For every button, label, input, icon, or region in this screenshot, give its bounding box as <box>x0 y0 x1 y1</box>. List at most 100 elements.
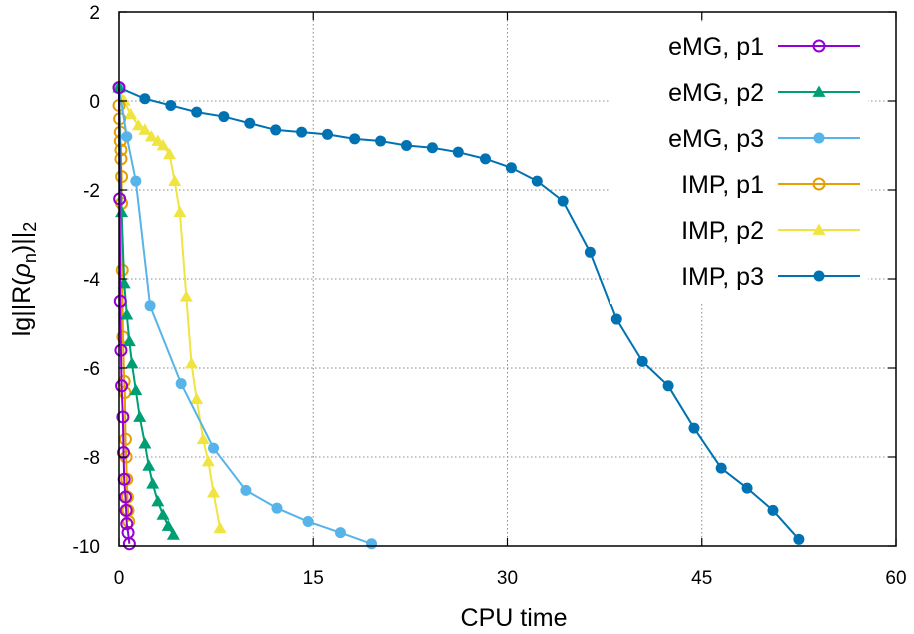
data-point <box>144 130 158 142</box>
legend-label: IMP, p3 <box>681 263 764 291</box>
data-point <box>366 538 378 550</box>
y-axis-label-sub-n: n <box>20 253 40 263</box>
data-point <box>185 357 199 369</box>
y-axis-label-close: )|| <box>8 232 36 253</box>
data-point <box>144 300 156 312</box>
data-point <box>165 99 177 111</box>
data-point <box>190 392 204 405</box>
series-6 <box>113 82 805 545</box>
legend-item: IMP, p2 <box>681 217 860 245</box>
grid <box>119 12 896 546</box>
data-point <box>452 146 464 158</box>
data-point <box>213 521 227 534</box>
data-point <box>122 537 136 551</box>
series-line <box>118 87 131 544</box>
legend-item: eMG, p3 <box>668 125 860 153</box>
data-point <box>610 313 622 325</box>
legend-marker <box>813 132 825 144</box>
y-tick-label: -6 <box>83 359 100 380</box>
data-point <box>321 128 333 140</box>
y-tick-label: -8 <box>83 448 100 469</box>
data-point <box>125 357 139 369</box>
legend: eMG, p1 eMG, p2 eMG, p3 IMP, p1 IMP, p2 IMP, … <box>610 24 868 304</box>
legend-item: eMG, p2 <box>668 79 860 107</box>
legend-marker <box>812 223 826 235</box>
legend-item: IMP, p1 <box>681 171 860 199</box>
data-point <box>121 131 133 143</box>
y-axis-label-greek: ρ <box>8 263 36 278</box>
legend-marker <box>813 270 825 282</box>
data-point <box>120 517 134 531</box>
data-point <box>636 355 648 367</box>
x-tick-label: 0 <box>114 568 125 589</box>
y-axis-label: lg||R(ρn)||2 <box>8 222 40 337</box>
series-1 <box>112 81 136 551</box>
data-point <box>124 107 138 120</box>
data-point <box>400 140 412 151</box>
data-point <box>115 263 129 277</box>
y-tick-label: 2 <box>89 3 100 24</box>
data-point <box>302 516 314 528</box>
data-point <box>161 519 175 531</box>
data-point <box>557 195 569 207</box>
data-point <box>662 380 674 392</box>
data-point <box>296 126 308 138</box>
data-point <box>240 484 252 496</box>
legend-item: eMG, p1 <box>668 33 860 61</box>
data-point <box>163 147 177 160</box>
y-tick-label: -10 <box>73 537 100 558</box>
data-point <box>505 162 517 174</box>
x-tick-label: 15 <box>303 568 324 589</box>
data-point <box>156 139 170 151</box>
series-layer <box>112 81 805 551</box>
data-point <box>179 290 193 302</box>
data-point <box>113 294 127 308</box>
data-point <box>138 123 152 135</box>
data-point <box>218 111 230 123</box>
data-point <box>244 117 256 129</box>
data-point <box>208 442 220 454</box>
legend-item: IMP, p3 <box>681 263 860 291</box>
data-point <box>118 432 132 446</box>
data-point <box>173 205 187 218</box>
legend-label: eMG, p1 <box>668 33 764 61</box>
data-point <box>688 422 700 434</box>
data-point <box>151 495 165 507</box>
tick-labels: 0 15 30 45 60 -10 -8 -6 -4 -2 0 2 <box>73 3 907 589</box>
data-point <box>191 106 203 118</box>
data-point <box>168 174 182 186</box>
data-point <box>133 410 147 422</box>
series-3 <box>113 82 378 550</box>
data-point <box>479 153 491 165</box>
data-point <box>138 437 152 449</box>
data-point <box>116 410 130 424</box>
data-point <box>207 486 221 498</box>
data-point <box>120 308 134 320</box>
data-point <box>715 462 727 474</box>
legend-label: IMP, p2 <box>681 217 764 245</box>
legend-label: eMG, p2 <box>668 79 764 107</box>
data-point <box>741 482 753 494</box>
data-point <box>793 533 805 545</box>
y-axis-label-prefix: lg||R( <box>8 277 36 337</box>
data-point <box>375 135 387 147</box>
legend-label: IMP, p1 <box>681 171 764 199</box>
legend-marker <box>812 39 826 53</box>
series-5 <box>112 81 227 534</box>
x-tick-label: 60 <box>885 568 906 589</box>
data-point <box>584 246 596 258</box>
data-point <box>142 459 156 471</box>
legend-label: eMG, p3 <box>668 125 764 153</box>
data-point <box>117 446 131 460</box>
data-point <box>119 503 133 517</box>
data-point <box>201 454 215 467</box>
legend-background <box>610 24 868 304</box>
data-point <box>114 343 128 357</box>
data-point <box>426 142 438 154</box>
series-line <box>118 87 372 545</box>
data-point <box>130 175 142 187</box>
legend-marker <box>812 85 826 97</box>
x-tick-label: 30 <box>497 568 518 589</box>
y-tick-label: -4 <box>83 270 100 291</box>
